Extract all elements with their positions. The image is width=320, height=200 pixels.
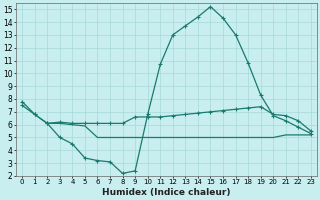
X-axis label: Humidex (Indice chaleur): Humidex (Indice chaleur) — [102, 188, 231, 197]
